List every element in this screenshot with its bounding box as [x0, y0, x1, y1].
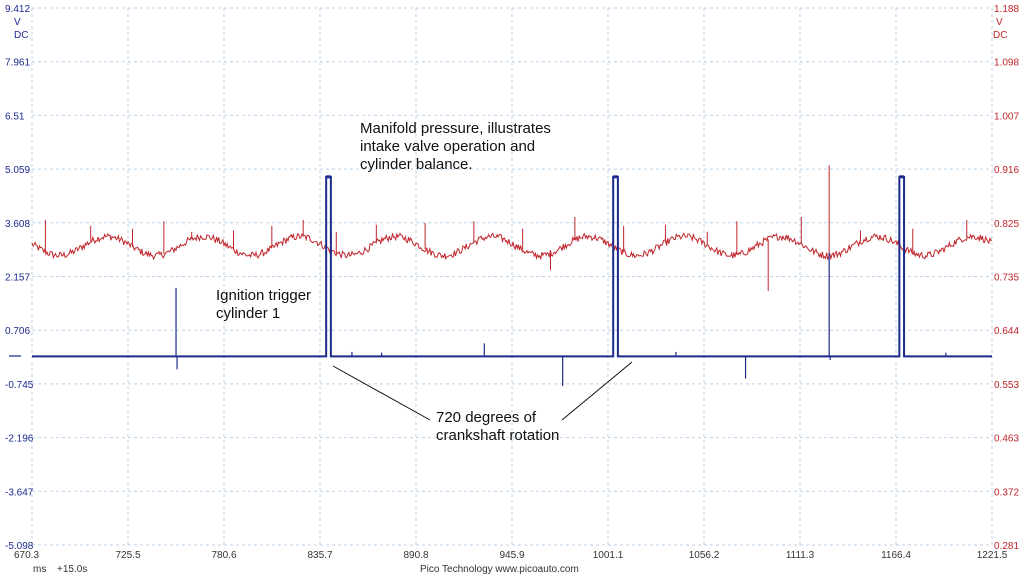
crank-pointer-left: [332, 365, 431, 421]
left-tick-label: -2.196: [5, 434, 34, 445]
left-tick-label: 9.412: [5, 4, 30, 15]
manifold-pressure-trace: [31, 165, 993, 292]
manifold-annotation-line-3: cylinder balance.: [360, 156, 473, 173]
x-axis-ticks: 670.3 725.5 780.6 835.7 890.8 945.9 1001.1 1056…: [14, 550, 1008, 561]
right-tick-label: 0.553: [994, 380, 1019, 391]
grid-lines: [31, 7, 993, 546]
left-axis-unit-top: V: [14, 17, 21, 28]
x-tick-label: 1001.1: [593, 550, 624, 561]
left-tick-label: 0.706: [5, 326, 30, 337]
x-tick-label: 780.6: [211, 550, 236, 561]
ignition-annotation-line-1: Ignition trigger: [216, 287, 311, 304]
right-axis-ticks: 1.188 1.098 1.007 0.916 0.825 0.735 0.644 0.553…: [994, 4, 1019, 552]
right-tick-label: 0.825: [994, 219, 1019, 230]
left-axis-unit-bottom: DC: [14, 30, 28, 41]
left-tick-label: 2.157: [5, 273, 30, 284]
ignition-pulse-top: [613, 175, 618, 179]
x-tick-label: 1221.5: [977, 550, 1008, 561]
right-tick-label: 0.916: [994, 165, 1019, 176]
right-axis-unit-bottom: DC: [993, 30, 1007, 41]
x-tick-label: 890.8: [403, 550, 428, 561]
right-tick-label: 1.007: [994, 111, 1019, 122]
right-tick-label: 1.188: [994, 4, 1019, 15]
left-tick-label: 7.961: [5, 58, 30, 69]
left-tick-label: -3.647: [5, 487, 34, 498]
right-tick-label: 0.644: [994, 326, 1019, 337]
footer-credit: Pico Technology www.picoauto.com: [420, 564, 579, 575]
crank-annotation-line-2: crankshaft rotation: [436, 427, 559, 444]
right-tick-label: 0.281: [994, 541, 1019, 552]
x-tick-label: 1166.4: [881, 550, 911, 561]
left-tick-label: -0.745: [5, 380, 34, 391]
x-tick-label: 945.9: [499, 550, 524, 561]
left-tick-label: 5.059: [5, 165, 30, 176]
right-axis-unit-top: V: [996, 17, 1003, 28]
manifold-annotation-line-2: intake valve operation and: [360, 138, 535, 155]
ignition-pulse-top: [899, 175, 905, 179]
left-tick-label: -5.098: [5, 541, 34, 552]
ignition-pulse-top: [326, 175, 331, 179]
x-tick-label: 670.3: [14, 550, 39, 561]
left-axis-ticks: 9.412 7.961 6.51 5.059 3.608 2.157 0.706 -0.745…: [5, 4, 34, 552]
ignition-annotation-line-2: cylinder 1: [216, 305, 280, 322]
ignition-trigger-trace: [32, 175, 992, 386]
x-tick-label: 1056.2: [689, 550, 720, 561]
x-tick-label: 835.7: [307, 550, 332, 561]
x-unit-label: ms: [33, 564, 46, 575]
manifold-annotation-line-1: Manifold pressure, illustrates: [360, 120, 551, 137]
left-tick-label: 6.51: [5, 111, 25, 122]
x-offset-label: +15.0s: [57, 564, 87, 575]
x-tick-label: 725.5: [115, 550, 140, 561]
right-tick-label: 0.372: [994, 487, 1019, 498]
left-tick-label: 3.608: [5, 219, 30, 230]
right-tick-label: 0.463: [994, 434, 1019, 445]
right-tick-label: 0.735: [994, 273, 1019, 284]
crank-annotation-line-1: 720 degrees of: [436, 409, 537, 426]
right-tick-label: 1.098: [994, 58, 1019, 69]
x-tick-label: 1111.3: [786, 550, 815, 561]
crank-pointer-right: [561, 361, 633, 421]
